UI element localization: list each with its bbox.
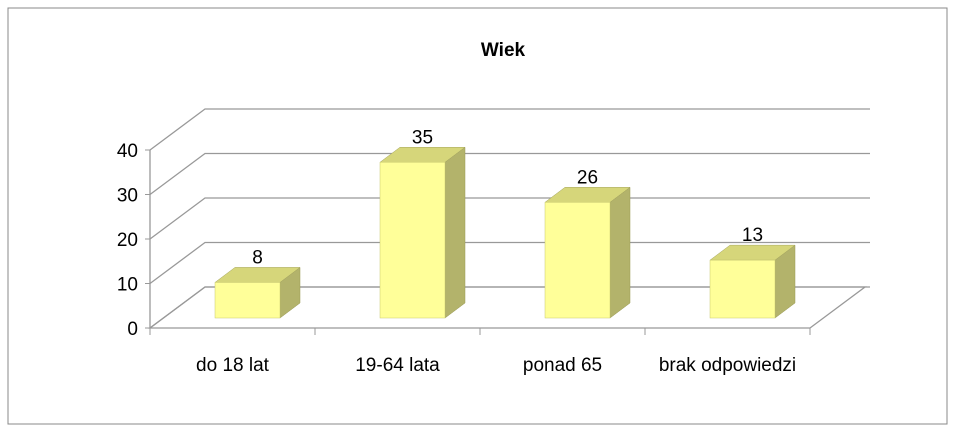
bar bbox=[544, 202, 611, 319]
bar-side bbox=[609, 186, 631, 319]
bar-side bbox=[444, 146, 466, 319]
y-tick-label: 0 bbox=[127, 319, 138, 340]
bar bbox=[214, 282, 281, 319]
value-label: 8 bbox=[252, 247, 263, 268]
y-tick-label: 10 bbox=[117, 275, 138, 296]
chart-frame bbox=[7, 7, 948, 425]
y-tick-label: 20 bbox=[117, 230, 138, 251]
value-label: 13 bbox=[742, 225, 763, 246]
bar bbox=[709, 259, 776, 319]
grid-line bbox=[149, 197, 870, 240]
y-tick-label: 40 bbox=[117, 141, 138, 162]
grid-line bbox=[149, 286, 870, 329]
bar bbox=[379, 162, 446, 319]
value-label: 35 bbox=[412, 127, 433, 148]
y-tick-label: 30 bbox=[117, 186, 138, 207]
x-tick-label: brak odpowiedzi bbox=[659, 355, 796, 376]
x-tick-label: 19-64 lata bbox=[355, 355, 440, 376]
value-label: 26 bbox=[577, 167, 598, 188]
grid-line bbox=[149, 241, 870, 285]
chart-title: Wiek bbox=[481, 40, 526, 61]
grid-line bbox=[149, 152, 870, 196]
x-tick-label: do 18 lat bbox=[196, 355, 270, 376]
grid-line bbox=[149, 108, 870, 151]
x-tick-label: ponad 65 bbox=[523, 355, 602, 376]
